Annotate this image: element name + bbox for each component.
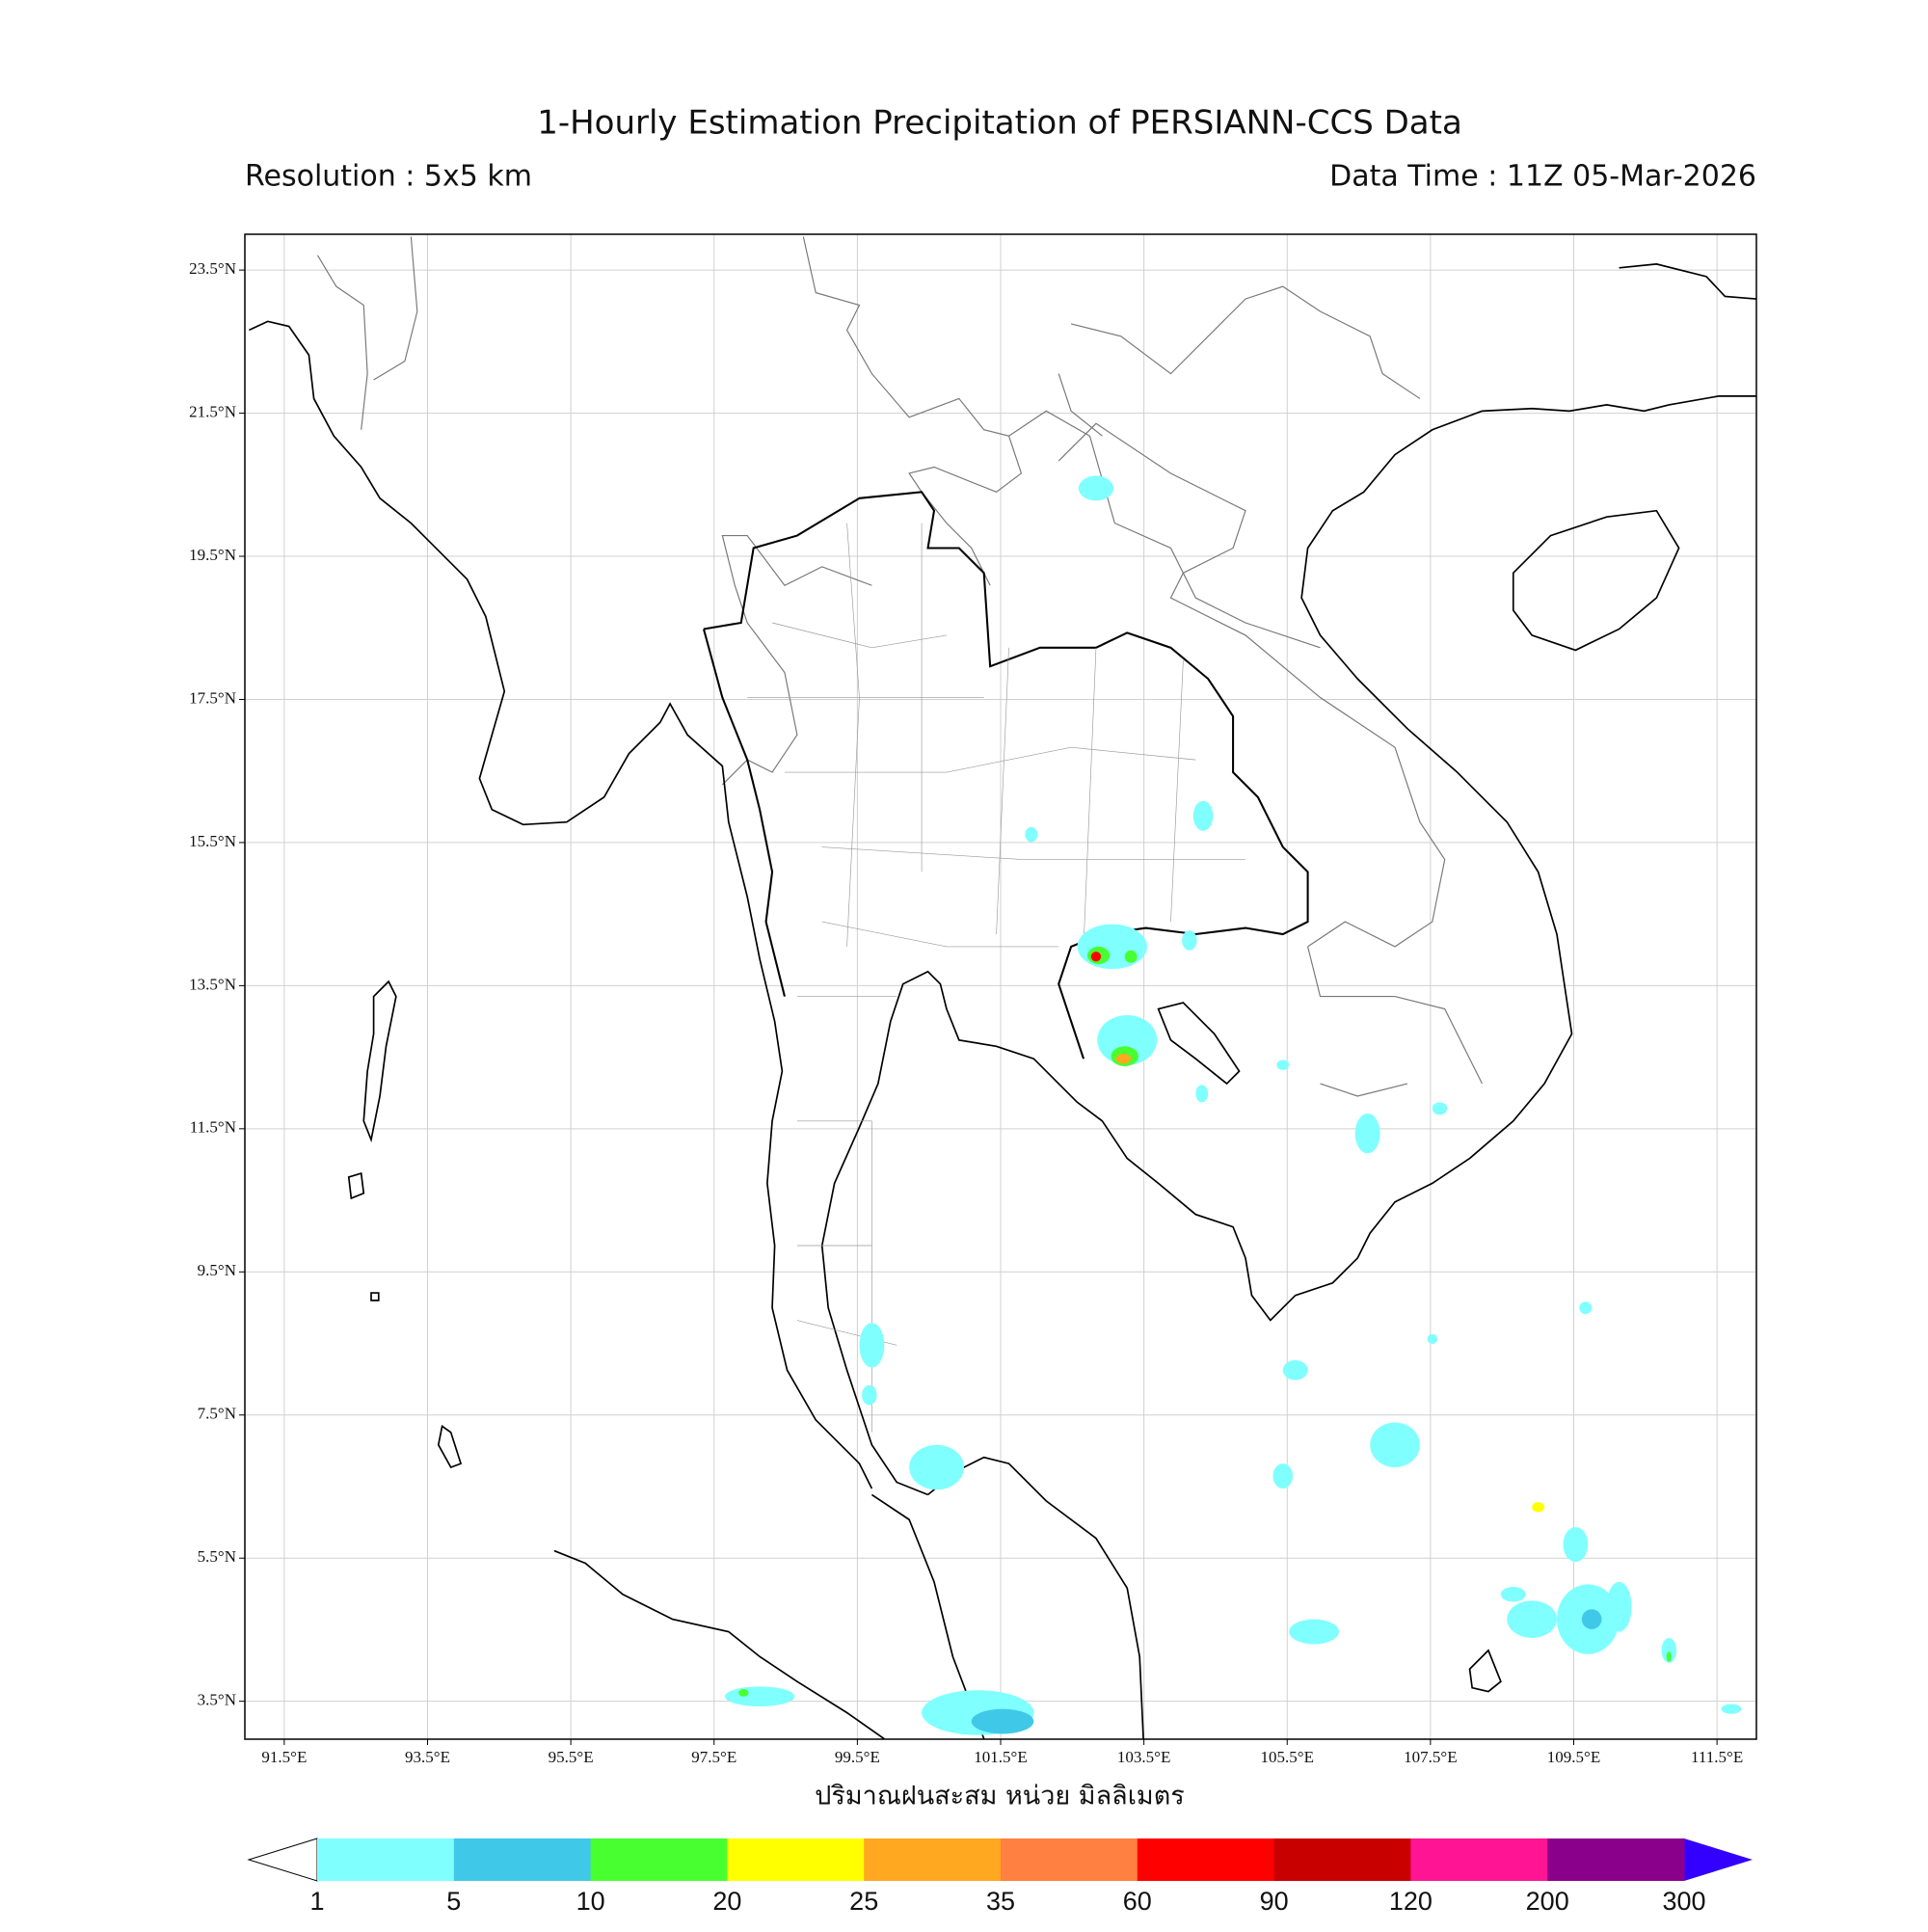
x-tick-label: 107.5°E — [1404, 1748, 1457, 1766]
y-tick-label: 17.5°N — [189, 688, 236, 707]
colorbar-label: ปริมาณฝนสะสม หน่วย มิลลิเมตร — [815, 1782, 1185, 1811]
tonle-sap — [1157, 1002, 1241, 1086]
x-tick-label: 103.5°E — [1117, 1748, 1170, 1766]
colorbar-tick-label: 5 — [446, 1887, 461, 1916]
title: 1-Hourly Estimation Precipitation of PER… — [537, 104, 1462, 143]
colorbar-box — [1547, 1838, 1685, 1881]
colorbar-box — [590, 1838, 728, 1881]
x-tick-label: 95.5°E — [549, 1748, 594, 1766]
colorbar-tick-label: 35 — [986, 1887, 1015, 1916]
colorbar-tick-label: 1 — [309, 1887, 324, 1916]
colorbar-tick-label: 25 — [849, 1887, 878, 1916]
x-tick-label: 91.5°E — [261, 1748, 307, 1766]
colorbar-box — [1273, 1838, 1411, 1881]
subtitle-right: Data Time : 11Z 05-Mar-2026 — [1329, 160, 1756, 194]
y-tick-label: 11.5°N — [190, 1118, 236, 1137]
colorbar-tick-label: 300 — [1662, 1887, 1705, 1916]
y-tick-label: 15.5°N — [189, 832, 236, 850]
colorbar-box — [727, 1838, 865, 1881]
y-tick-label: 13.5°N — [189, 975, 236, 993]
subtitle-left: Resolution : 5x5 km — [245, 160, 532, 194]
y-tick-label: 23.5°N — [189, 259, 236, 278]
y-tick-label: 3.5°N — [198, 1691, 236, 1709]
basemap — [249, 236, 1756, 1740]
colorbar-tick-label: 90 — [1260, 1887, 1289, 1916]
y-tick-label: 7.5°N — [198, 1405, 236, 1423]
rain-field — [724, 475, 1742, 1735]
y-tick-label: 9.5°N — [198, 1261, 236, 1279]
y-tick-label: 19.5°N — [189, 546, 236, 564]
colorbar-box — [1001, 1838, 1138, 1881]
x-tick-label: 97.5°E — [691, 1748, 736, 1766]
hainan — [1512, 509, 1680, 652]
colorbar-box — [1410, 1838, 1548, 1881]
x-tick-label: 111.5°E — [1691, 1748, 1743, 1766]
x-tick-label: 105.5°E — [1261, 1748, 1314, 1766]
colorbar-box — [317, 1838, 455, 1881]
x-tick-label: 93.5°E — [405, 1748, 450, 1766]
country-border — [316, 236, 1484, 1097]
colorbar-box — [864, 1838, 1002, 1881]
thailand-border — [702, 491, 1309, 1060]
colorbar-tick-label: 120 — [1389, 1887, 1433, 1916]
colorbar: 1 5 10 20 25 35 60 90 120 200 300 — [247, 1838, 1753, 1916]
coastline — [249, 263, 1756, 1740]
colorbar-tick-label: 10 — [576, 1887, 605, 1916]
provinces — [747, 523, 1246, 1433]
y-tick-label: 21.5°N — [189, 402, 236, 420]
x-tick-label: 101.5°E — [974, 1748, 1027, 1766]
borneo — [1468, 1649, 1502, 1693]
colorbar-tick-label: 200 — [1526, 1887, 1569, 1916]
colorbar-under — [247, 1838, 318, 1882]
colorbar-box — [1137, 1838, 1275, 1881]
colorbar-tick-label: 60 — [1123, 1887, 1152, 1916]
graticule — [245, 234, 1756, 1739]
colorbar-tick-label: 20 — [712, 1887, 741, 1916]
andaman-islands — [347, 979, 463, 1469]
x-tick-label: 109.5°E — [1547, 1748, 1600, 1766]
colorbar-box — [453, 1838, 592, 1881]
colorbar-over — [1684, 1838, 1753, 1881]
y-tick-label: 5.5°N — [198, 1547, 236, 1566]
x-tick-label: 99.5°E — [835, 1748, 880, 1766]
